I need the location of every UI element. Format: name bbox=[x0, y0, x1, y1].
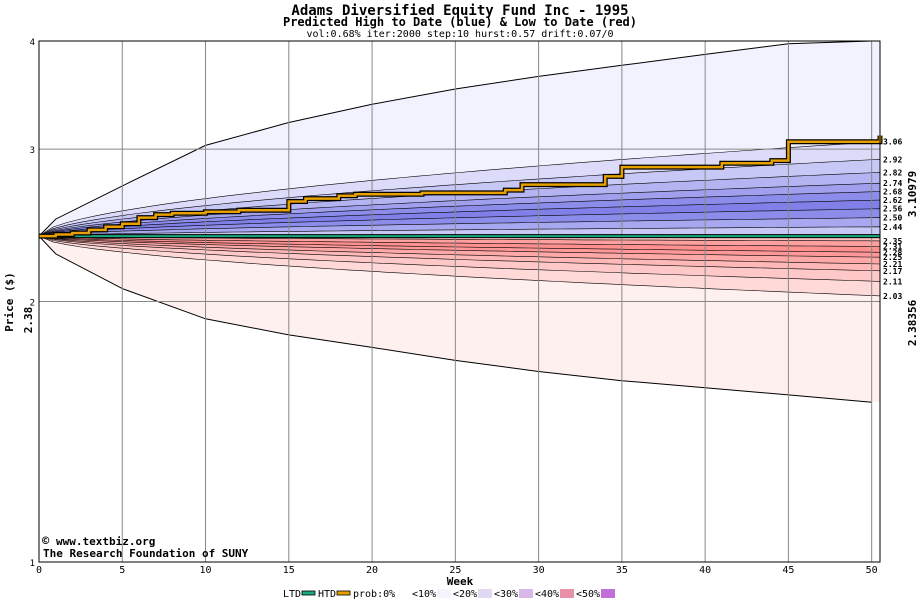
band-end-label: 2.92 bbox=[883, 155, 902, 164]
chart-params: vol:0.68% iter:2000 step:10 hurst:0.57 d… bbox=[306, 29, 613, 40]
legend: LTD HTD prob:0% <10% <20% <30% <40% <50% bbox=[283, 589, 615, 600]
x-axis-label: Week bbox=[447, 575, 474, 588]
x-tick-label: 40 bbox=[699, 565, 711, 576]
x-tick-label: 10 bbox=[200, 565, 212, 576]
legend-swatch bbox=[437, 589, 451, 598]
legend-swatch bbox=[301, 590, 316, 596]
band-end-label: 2.82 bbox=[883, 168, 902, 177]
band-end-label: 2.11 bbox=[883, 277, 902, 286]
legend-swatch bbox=[478, 589, 492, 598]
start-price-label: 2.38 bbox=[22, 307, 35, 334]
x-tick-label: 45 bbox=[782, 565, 794, 576]
band-end-label: 3.06 bbox=[883, 138, 902, 147]
legend-label: <20% bbox=[453, 589, 477, 600]
legend-swatch bbox=[519, 589, 533, 598]
x-tick-label: 50 bbox=[866, 565, 878, 576]
y-tick-label: 4 bbox=[30, 38, 35, 48]
band-end-label: 2.44 bbox=[883, 223, 902, 232]
x-tick-label: 0 bbox=[36, 565, 42, 576]
legend-label: prob:0% bbox=[353, 589, 395, 600]
watermark-line-2: The Research Foundation of SUNY bbox=[43, 547, 249, 560]
legend-label: <50% bbox=[576, 589, 600, 600]
watermark-copyright-icon: © bbox=[42, 534, 50, 548]
high-envelope-line bbox=[38, 40, 872, 237]
chart-title: Adams Diversified Equity Fund Inc - 1995 bbox=[291, 3, 628, 19]
band-end-label: 2.31 bbox=[883, 243, 902, 252]
band-end-label: 2.74 bbox=[883, 179, 902, 188]
y-axis-label: Price ($) bbox=[3, 272, 16, 332]
x-tick-label: 5 bbox=[119, 565, 125, 576]
legend-swatch bbox=[560, 589, 574, 598]
x-tick-label: 15 bbox=[283, 565, 295, 576]
legend-label: <30% bbox=[494, 589, 518, 600]
plot-border bbox=[38, 40, 881, 563]
axes: 0 5 10 15 20 25 30 35 40 45 50 1 2 3 4 2.442.502.562.62… bbox=[30, 38, 903, 576]
band-end-label: 2.25 bbox=[883, 253, 902, 262]
band-end-label: 2.21 bbox=[883, 260, 902, 269]
y-tick-label: 3 bbox=[30, 146, 35, 156]
htd-line bbox=[39, 135, 882, 238]
y-tick-label: 1 bbox=[30, 559, 35, 569]
chart-subtitle: Predicted High to Date (blue) & Low to D… bbox=[283, 15, 637, 29]
band-end-label: 2.28 bbox=[883, 248, 902, 257]
blue-band bbox=[38, 226, 881, 237]
legend-label: <10% bbox=[412, 589, 436, 600]
legend-label: LTD bbox=[283, 589, 301, 600]
band-end-label: 2.62 bbox=[883, 196, 902, 205]
band-end-label: 2.03 bbox=[883, 292, 902, 301]
plot-area bbox=[37, 40, 883, 563]
legend-swatch bbox=[601, 589, 615, 598]
x-tick-label: 20 bbox=[366, 565, 378, 576]
band-end-label: 2.17 bbox=[883, 267, 902, 276]
band-end-label: 2.50 bbox=[883, 214, 902, 223]
x-tick-label: 30 bbox=[533, 565, 545, 576]
band-end-label: 2.68 bbox=[883, 188, 902, 197]
band-end-label: 2.35 bbox=[883, 237, 902, 246]
x-tick-label: 25 bbox=[449, 565, 461, 576]
legend-label: HTD bbox=[318, 589, 336, 600]
ltd-final-label: 2.38356 bbox=[906, 299, 919, 346]
watermark: © www.textbiz.org The Research Foundatio… bbox=[42, 534, 249, 560]
legend-swatch bbox=[396, 589, 410, 598]
x-tick-label: 35 bbox=[616, 565, 628, 576]
y-tick-label: 2 bbox=[30, 299, 35, 309]
watermark-line-1: www.textbiz.org bbox=[56, 535, 155, 548]
band-end-label: 2.56 bbox=[883, 205, 902, 214]
htd-final-label: 3.10979 bbox=[906, 171, 919, 217]
low-envelope-line bbox=[38, 235, 872, 403]
legend-label: <40% bbox=[535, 589, 559, 600]
legend-swatch bbox=[336, 590, 351, 596]
